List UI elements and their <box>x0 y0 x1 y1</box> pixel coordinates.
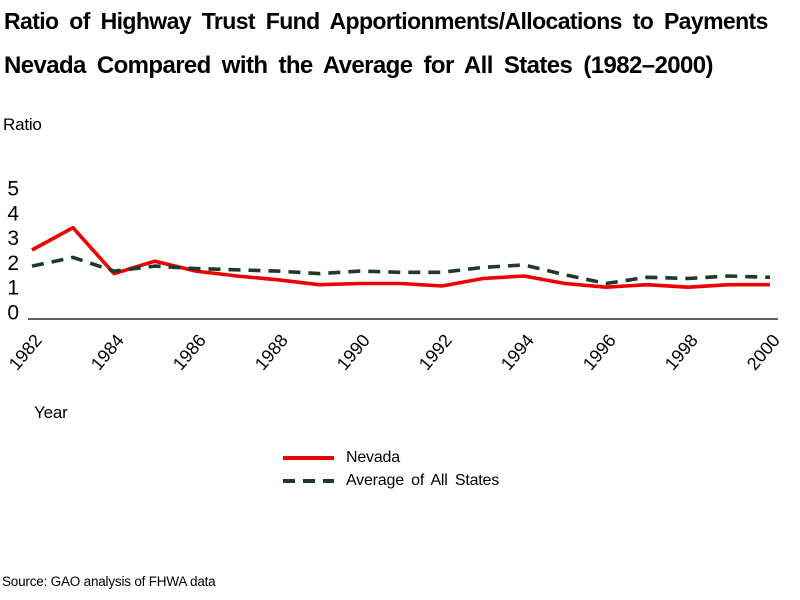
y-axis-title: Ratio <box>3 115 42 134</box>
y-axis-tick-label: 1 <box>7 277 19 300</box>
y-axis-tick-label: 0 <box>7 302 19 325</box>
legend-item-average: Average of All States <box>283 469 499 492</box>
average-line-swatch <box>283 478 334 483</box>
nevada-line-swatch <box>283 455 334 460</box>
chart-title-line2: Nevada Compared with the Average for All… <box>4 52 713 79</box>
average-line <box>31 255 771 286</box>
legend-label-average: Average of All States <box>346 471 500 489</box>
x-axis-tick-label: 1986 <box>169 330 210 374</box>
y-axis-tick-label: 4 <box>7 202 19 225</box>
y-axis-tick-label: 3 <box>7 227 19 250</box>
x-axis-tick-label: 1984 <box>87 330 128 374</box>
x-axis-tick-label: 1990 <box>333 330 374 374</box>
x-axis-tick-label: 2000 <box>743 330 784 374</box>
x-axis-title: Year <box>34 403 68 422</box>
x-axis-tick-label: 1992 <box>415 330 456 374</box>
chart-title-line1: Ratio of Highway Trust Fund Apportionmen… <box>4 8 768 34</box>
source-note: Source: GAO analysis of FHWA data <box>2 574 216 589</box>
nevada-line <box>31 225 770 290</box>
legend: Nevada Average of All States <box>283 446 499 492</box>
x-axis-tick-label: 1982 <box>5 330 46 374</box>
x-axis-tick-label: 1996 <box>579 330 620 374</box>
legend-label-nevada: Nevada <box>346 448 400 466</box>
legend-item-nevada: Nevada <box>283 446 499 469</box>
x-axis-tick-label: 1988 <box>251 330 292 374</box>
x-axis-tick-label: 1994 <box>497 330 538 374</box>
y-axis-tick-label: 2 <box>7 252 19 275</box>
y-axis-tick-label: 5 <box>7 178 19 201</box>
x-axis-tick-label: 1998 <box>661 330 702 374</box>
